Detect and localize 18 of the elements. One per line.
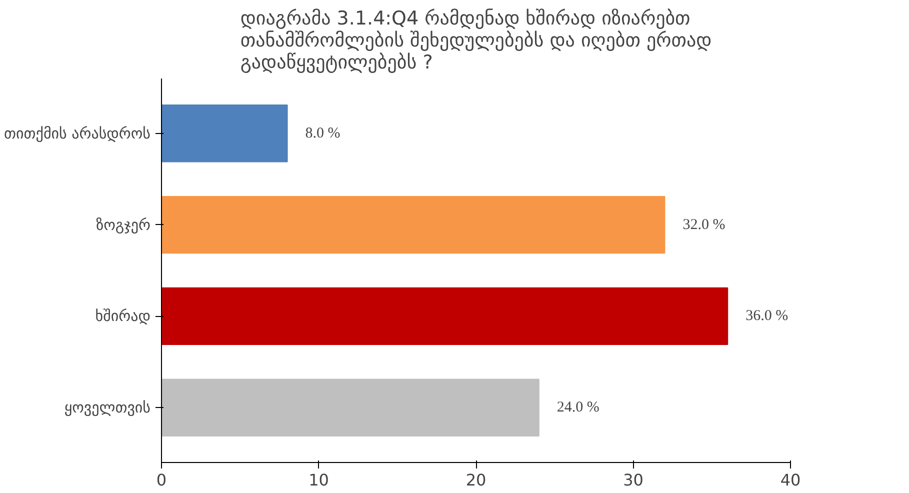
- y-tick-label: თითქმის არასდროს: [4, 124, 151, 142]
- data-label: 36.0 %: [746, 308, 788, 324]
- data-label: 24.0 %: [556, 400, 600, 416]
- bar: [162, 287, 728, 346]
- y-tick-label: ზოგჯერ: [96, 216, 151, 234]
- chart-title: დიაგრამა 3.1.4:Q4 რამდენად ხშირად იზიარებთ თანამშრომლების შეხედულებებს და იღებთ ერთად გადაწყვეტილებებს ?: [240, 8, 712, 74]
- y-tick-label: ყოველთვის: [64, 398, 151, 417]
- bar: [162, 196, 666, 254]
- data-label: 32.0 %: [682, 216, 726, 233]
- bar: [162, 378, 540, 436]
- y-tick-label: ხშირად: [95, 307, 151, 326]
- data-label: 8.0 %: [305, 125, 340, 142]
- x-tick-label: 30: [623, 470, 644, 490]
- bar: [162, 104, 288, 162]
- x-tick-label: 20: [466, 470, 486, 490]
- x-tick-label: 0: [156, 470, 167, 490]
- x-tick-label: 10: [308, 470, 329, 490]
- x-tick-label: 40: [780, 470, 801, 490]
